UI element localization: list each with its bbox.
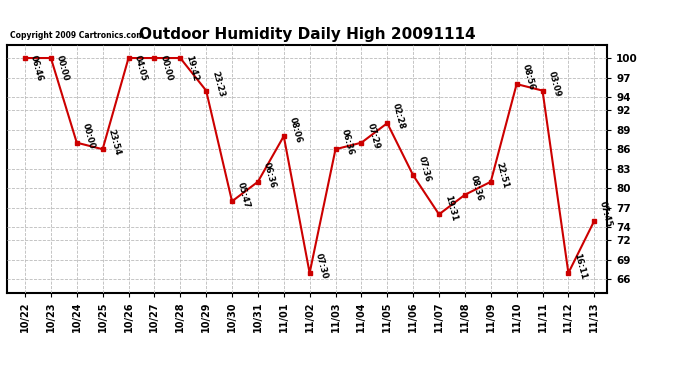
Text: 16:11: 16:11 [572,252,588,280]
Text: 06:36: 06:36 [339,129,355,157]
Text: 23:54: 23:54 [106,129,122,157]
Text: 08:56: 08:56 [520,63,536,92]
Text: 07:36: 07:36 [417,155,433,183]
Text: 06:36: 06:36 [262,161,277,189]
Text: 00:00: 00:00 [55,54,70,82]
Title: Outdoor Humidity Daily High 20091114: Outdoor Humidity Daily High 20091114 [139,27,475,42]
Text: 07:30: 07:30 [313,252,329,280]
Text: 05:47: 05:47 [236,181,251,209]
Text: 08:36: 08:36 [469,174,484,202]
Text: 19:31: 19:31 [443,194,458,222]
Text: 07:45: 07:45 [598,200,613,228]
Text: 07:29: 07:29 [365,122,381,150]
Text: 03:09: 03:09 [546,70,562,98]
Text: 06:46: 06:46 [29,54,45,82]
Text: 19:42: 19:42 [184,54,200,82]
Text: 23:23: 23:23 [210,70,226,98]
Text: 00:00: 00:00 [158,54,174,82]
Text: 08:06: 08:06 [288,116,303,144]
Text: 00:00: 00:00 [81,122,96,150]
Text: 22:51: 22:51 [495,161,511,189]
Text: 02:28: 02:28 [391,103,406,130]
Text: 04:05: 04:05 [132,54,148,82]
Text: Copyright 2009 Cartronics.com: Copyright 2009 Cartronics.com [10,31,144,40]
